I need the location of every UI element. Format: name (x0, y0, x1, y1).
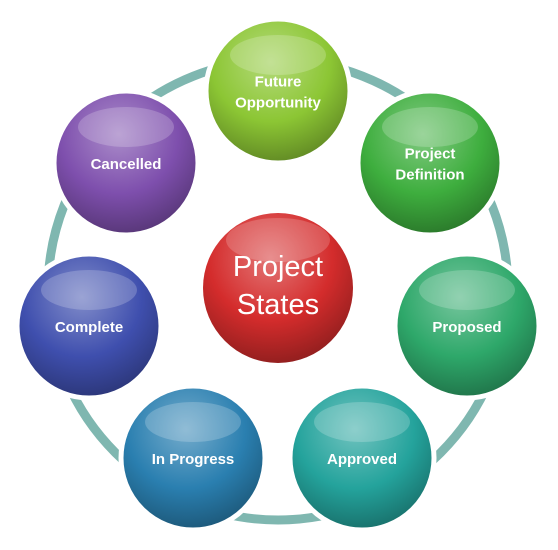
state-label-line-2: Opportunity (235, 95, 321, 112)
state-circle (118, 383, 268, 533)
state-highlight (41, 270, 137, 310)
state-highlight (78, 107, 174, 147)
state-node-complete: Complete (14, 251, 164, 401)
state-circle (287, 383, 437, 533)
state-label-line-1: In Progress (152, 451, 235, 468)
state-label-line-1: Complete (55, 319, 123, 336)
state-node-future-opportunity: Future Opportunity (203, 16, 353, 166)
state-node-proposed: Proposed (392, 251, 542, 401)
state-circle (51, 88, 201, 238)
state-highlight (314, 402, 410, 442)
state-label-line-1: Cancelled (91, 156, 162, 173)
state-circle (392, 251, 542, 401)
state-node-project-definition: Project Definition (355, 88, 505, 238)
state-circle (203, 16, 353, 166)
state-highlight (145, 402, 241, 442)
state-node-in-progress: In Progress (118, 383, 268, 533)
state-highlight (230, 35, 326, 75)
center-label-line-1: Project (233, 251, 323, 283)
center-highlight (226, 218, 330, 262)
state-circle (355, 88, 505, 238)
state-label-line-2: Definition (395, 167, 464, 184)
state-circle (14, 251, 164, 401)
state-label-line-1: Project (405, 146, 456, 163)
state-label-line-1: Future (255, 74, 302, 91)
state-label-line-1: Approved (327, 451, 397, 468)
state-node-approved: Approved (287, 383, 437, 533)
state-label-line-1: Proposed (432, 319, 501, 336)
state-highlight (382, 107, 478, 147)
state-highlight (419, 270, 515, 310)
center-label-line-2: States (237, 289, 319, 321)
state-node-cancelled: Cancelled (51, 88, 201, 238)
center-circle (203, 213, 353, 363)
center-node: Project States (203, 213, 353, 363)
